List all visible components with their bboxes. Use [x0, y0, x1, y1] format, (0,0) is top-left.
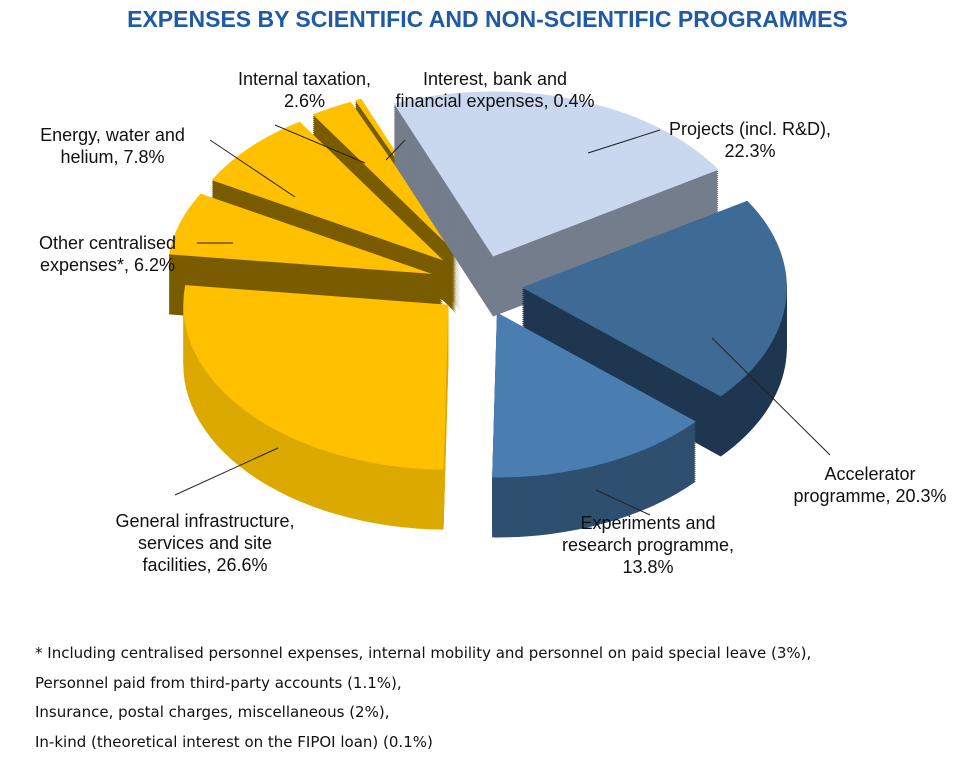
- label-other-centralised: Other centralised expenses*, 6.2%: [38, 233, 177, 275]
- chart-title: EXPENSES BY SCIENTIFIC AND NON-SCIENTIFI…: [127, 6, 848, 32]
- footnote: In-kind (theoretical interest on the FIP…: [35, 732, 433, 751]
- leader-line: [711, 337, 831, 456]
- pie-slice: [183, 285, 449, 470]
- leader-line: [587, 129, 661, 154]
- pie-slice: [521, 200, 787, 397]
- label-experiments: Experiments and research programme, 13.8…: [561, 513, 735, 577]
- leader-line: [595, 489, 651, 516]
- label-accelerator: Accelerator programme, 20.3%: [793, 464, 947, 506]
- leader-line: [209, 139, 296, 198]
- label-internal-taxation: Internal taxation, 2.6%: [237, 69, 372, 111]
- label-projects: Projects (incl. R&D), 22.3%: [668, 119, 832, 161]
- pie-slice: [393, 91, 719, 257]
- leader-line: [174, 447, 279, 496]
- label-energy: Energy, water and helium, 7.8%: [40, 125, 185, 167]
- pie-slice: [312, 101, 457, 254]
- pie-slice: [168, 193, 433, 274]
- pie-chart: [168, 91, 831, 538]
- footnotes: * Including centralised personnel expens…: [35, 644, 811, 762]
- footnote: Insurance, postal charges, miscellaneous…: [35, 703, 390, 721]
- footnote: * Including centralised personnel expens…: [35, 644, 812, 662]
- label-interest: Interest, bank and financial expenses, 0…: [395, 69, 595, 111]
- pie-slice: [211, 121, 444, 261]
- leader-line: [274, 124, 366, 164]
- footnote: Personnel paid from third-party accounts…: [35, 673, 402, 692]
- label-general: General infrastructure, services and sit…: [115, 511, 295, 575]
- pie-slice: [492, 312, 696, 478]
- leader-line: [385, 139, 406, 161]
